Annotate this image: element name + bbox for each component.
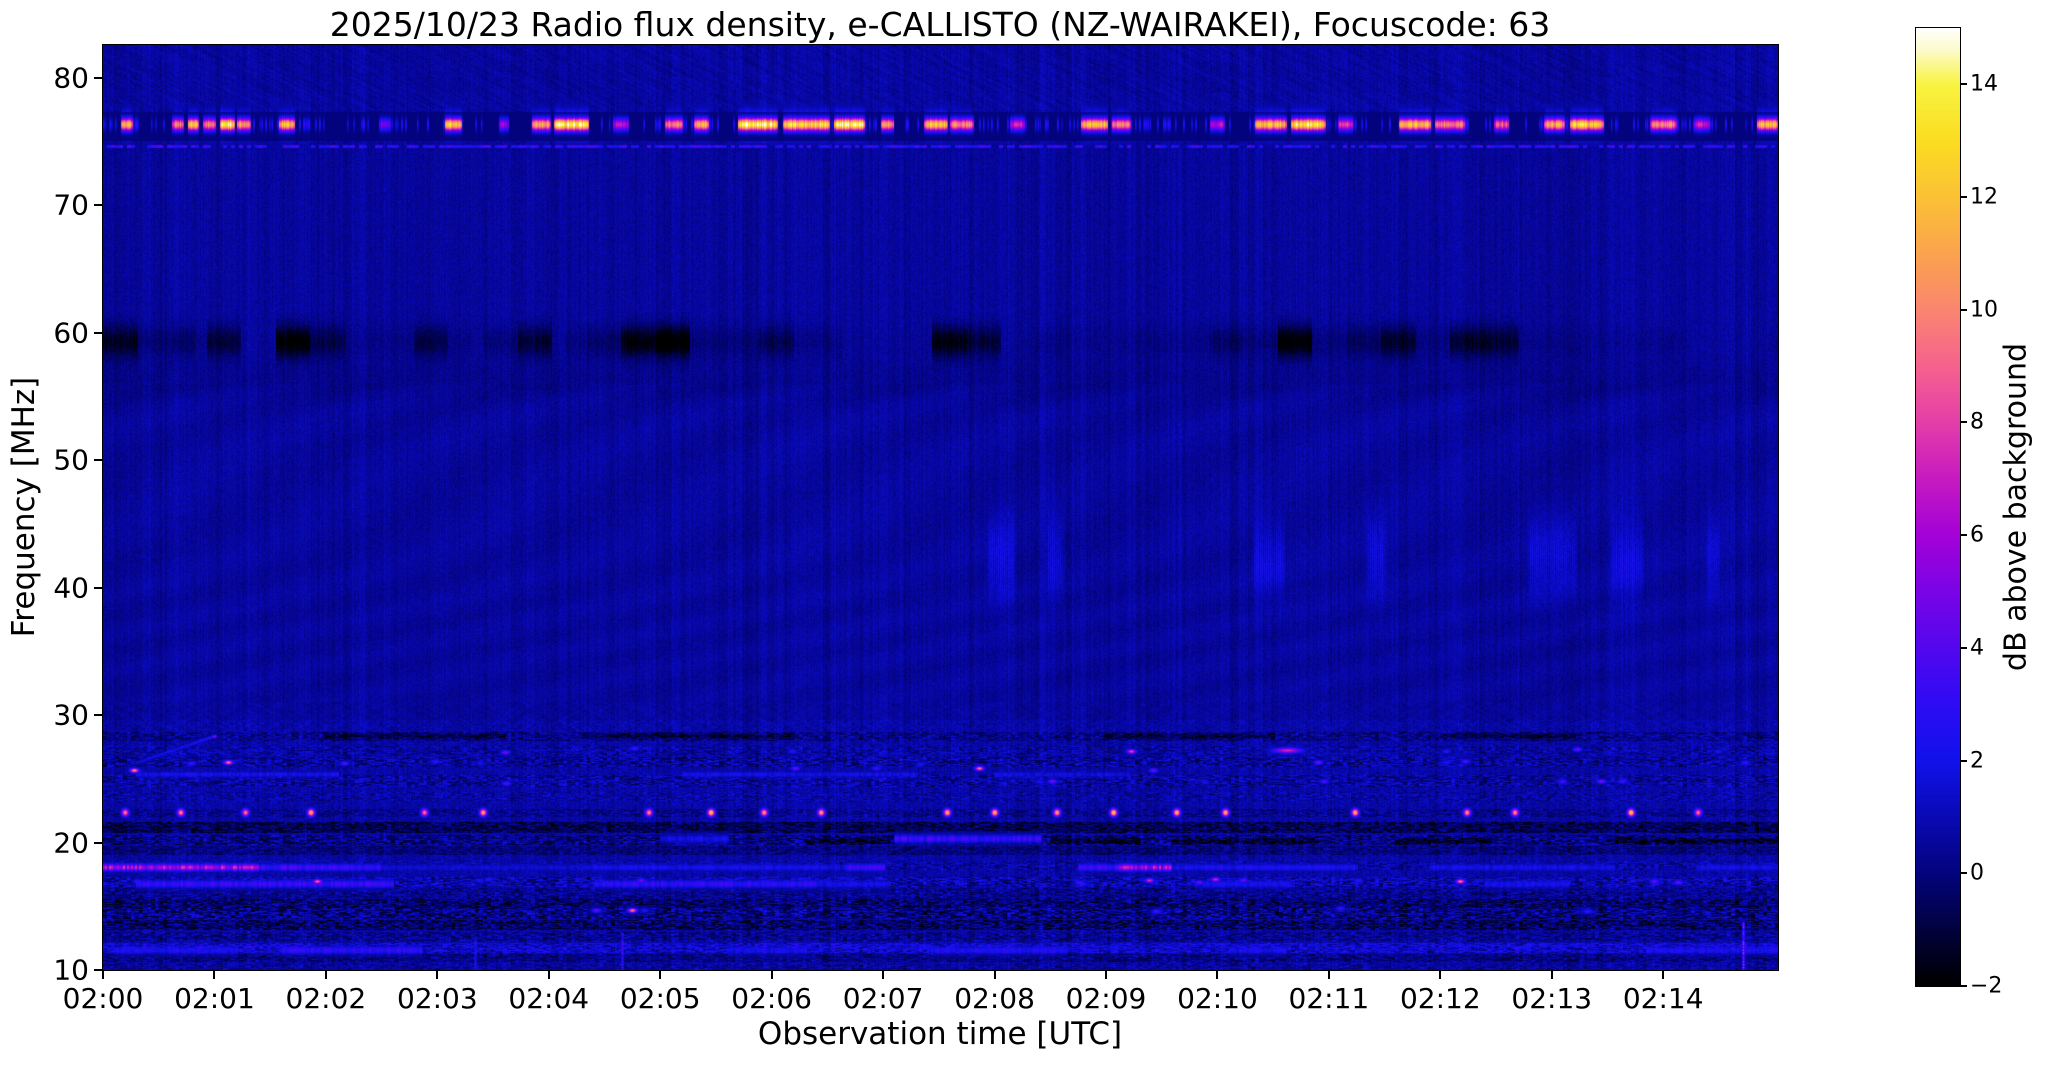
x-tick-mark (436, 970, 439, 979)
y-tick-mark (94, 204, 103, 207)
colorbar-tick-label: 10 (1970, 297, 1998, 323)
y-tick-label: 70 (53, 188, 89, 222)
x-axis-label: Observation time [UTC] (757, 1016, 1123, 1052)
x-tick-label: 02:10 (1177, 982, 1258, 1015)
x-tick-mark (1550, 970, 1553, 979)
x-tick-label: 02:04 (508, 982, 590, 1015)
colorbar-tick-mark (1960, 83, 1967, 86)
y-axis-label: Frequency [MHz] (6, 376, 42, 638)
colorbar (1915, 27, 1961, 987)
spectrogram-canvas (103, 45, 1778, 970)
x-tick-mark (1104, 970, 1107, 979)
x-tick-label: 02:09 (1065, 982, 1147, 1015)
y-tick-mark (94, 841, 103, 844)
colorbar-gradient-canvas (1916, 28, 1960, 986)
colorbar-tick-mark (1960, 759, 1967, 762)
x-tick-label: 02:03 (396, 982, 478, 1015)
y-tick-mark (94, 459, 103, 462)
x-tick-label: 02:07 (842, 982, 924, 1015)
y-tick-label: 80 (53, 61, 89, 95)
x-tick-label: 02:05 (619, 982, 701, 1015)
y-tick-mark (94, 77, 103, 79)
colorbar-tick-mark (1960, 196, 1967, 199)
x-tick-mark (770, 970, 773, 979)
colorbar-tick-mark (1960, 534, 1967, 537)
x-tick-mark (993, 970, 996, 979)
x-tick-mark (102, 970, 104, 979)
colorbar-tick-label: 8 (1970, 409, 1984, 435)
x-tick-label: 02:11 (1288, 982, 1370, 1015)
x-tick-label: 02:12 (1399, 982, 1481, 1015)
chart-title: 2025/10/23 Radio flux density, e-CALLIST… (329, 5, 1551, 44)
colorbar-tick-label: 0 (1970, 860, 1984, 886)
y-tick-label: 40 (53, 571, 89, 605)
x-tick-mark (659, 970, 662, 979)
y-tick-mark (94, 969, 103, 971)
x-tick-label: 02:00 (62, 982, 144, 1015)
colorbar-tick-mark (1960, 421, 1967, 424)
x-tick-label: 02:08 (954, 982, 1035, 1015)
colorbar-tick-mark (1960, 985, 1967, 987)
y-tick-label: 30 (53, 698, 89, 732)
y-tick-label: 20 (53, 826, 89, 860)
x-tick-label: 02:02 (285, 982, 367, 1015)
x-tick-mark (1439, 970, 1442, 979)
x-tick-mark (882, 970, 885, 979)
plot-area (102, 44, 1779, 971)
x-tick-mark (547, 970, 550, 979)
x-tick-label: 02:13 (1511, 982, 1593, 1015)
x-tick-label: 02:06 (731, 982, 813, 1015)
colorbar-tick-label: 2 (1970, 748, 1984, 774)
x-tick-mark (1662, 970, 1665, 979)
y-tick-label: 50 (53, 443, 89, 477)
y-tick-label: 60 (53, 316, 89, 350)
colorbar-tick-label: 12 (1970, 184, 1998, 210)
y-tick-label: 10 (53, 953, 89, 987)
colorbar-tick-mark (1960, 308, 1967, 311)
y-tick-mark (94, 714, 103, 717)
colorbar-tick-label: −2 (1970, 973, 2003, 999)
x-tick-label: 02:14 (1622, 982, 1704, 1015)
x-tick-mark (1216, 970, 1219, 979)
colorbar-tick-label: 6 (1970, 522, 1984, 548)
colorbar-tick-label: 14 (1970, 71, 1998, 97)
colorbar-tick-mark (1960, 872, 1967, 875)
colorbar-tick-mark (1960, 646, 1967, 649)
colorbar-tick-label: 4 (1970, 635, 1984, 661)
x-tick-mark (1327, 970, 1330, 979)
x-tick-mark (324, 970, 327, 979)
y-tick-mark (94, 586, 103, 589)
x-tick-mark (213, 970, 216, 979)
x-tick-label: 02:01 (174, 982, 255, 1015)
colorbar-label: dB above background (1998, 342, 2034, 672)
y-tick-mark (94, 331, 103, 334)
